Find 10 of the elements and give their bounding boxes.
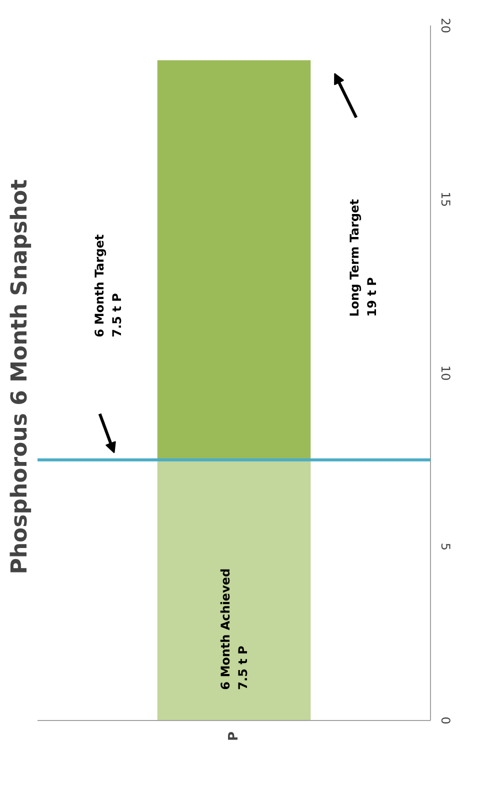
y-tick-label: 0 — [438, 716, 452, 724]
annotation: 6 Month Achieved 7.5 t P — [218, 568, 250, 690]
y-tick-label: 20 — [438, 18, 452, 34]
text: Phosphorous 6 Month Snapshot — [8, 178, 32, 574]
y-tick-label: 10 — [438, 365, 452, 381]
y-tick-label: 15 — [438, 192, 452, 207]
annotation: 6 Month Target 7.5 t P — [92, 234, 124, 338]
x-tick-label: P — [226, 731, 242, 742]
y-tick-label: 5 — [438, 542, 452, 551]
annotation: Long Term Target 19 t P — [348, 198, 380, 317]
